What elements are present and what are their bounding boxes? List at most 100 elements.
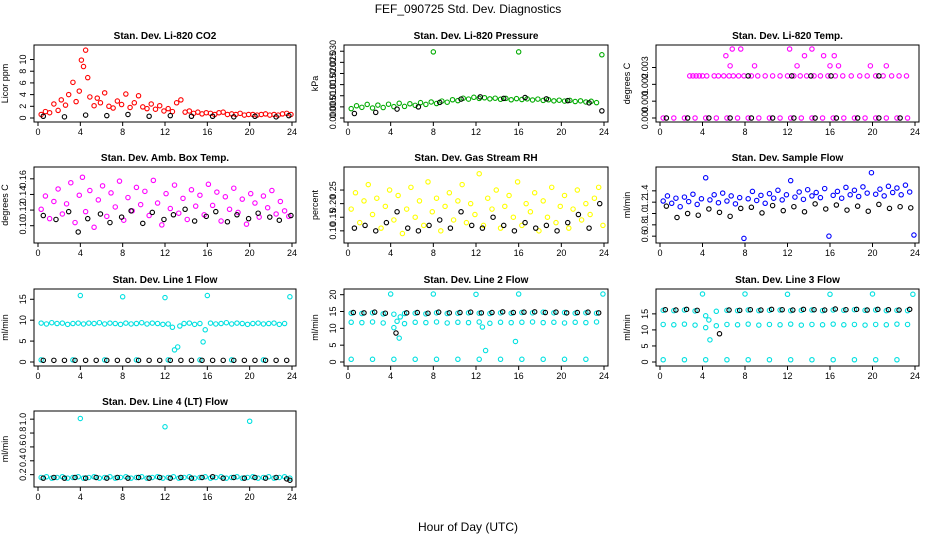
data-point — [862, 307, 868, 314]
data-point — [107, 320, 113, 326]
data-point — [904, 321, 911, 328]
x-tick-label: 4 — [78, 492, 83, 502]
data-point — [209, 357, 216, 364]
data-point — [812, 115, 818, 121]
data-point — [888, 73, 895, 79]
data-point — [161, 216, 167, 223]
data-point — [540, 356, 546, 363]
data-point — [197, 192, 203, 198]
x-tick-label: 8 — [431, 127, 436, 137]
x-tick-label: 8 — [742, 371, 747, 381]
data-point — [87, 187, 93, 194]
data-point — [728, 193, 734, 199]
data-point — [38, 357, 44, 363]
data-series-1 — [38, 292, 293, 363]
data-point — [702, 313, 709, 319]
data-point — [378, 225, 384, 231]
x-tick-label: 16 — [514, 371, 524, 381]
y-axis-label: ml/min — [0, 314, 10, 341]
data-point — [864, 73, 870, 79]
data-point — [821, 307, 828, 313]
data-point — [241, 475, 248, 481]
x-tick-label: 4 — [388, 248, 393, 258]
data-point — [553, 309, 559, 315]
data-point — [540, 319, 546, 326]
data-point — [167, 475, 174, 481]
data-point — [114, 98, 121, 104]
y-axis-label: ml/min — [622, 192, 632, 219]
data-point — [487, 320, 493, 327]
data-point — [572, 98, 578, 105]
data-point — [107, 219, 113, 226]
x-tick-label: 20 — [556, 371, 566, 381]
data-point — [75, 229, 81, 235]
chart-title: Stan. Dev. Li-820 Temp. — [732, 31, 843, 42]
data-point — [564, 219, 571, 226]
data-point — [864, 307, 870, 313]
data-point — [273, 211, 279, 217]
data-point — [171, 182, 178, 188]
x-tick-label: 8 — [120, 248, 125, 258]
data-point — [244, 321, 251, 328]
data-point — [889, 189, 896, 196]
data-series-2 — [663, 201, 914, 221]
data-point — [234, 320, 240, 326]
data-point — [150, 177, 157, 184]
data-point — [435, 309, 442, 315]
data-point — [513, 95, 520, 102]
data-point — [96, 319, 103, 326]
y-tick-label: 1.4 — [640, 185, 650, 198]
data-point — [286, 112, 292, 119]
data-point — [490, 214, 496, 220]
x-tick-label: 4 — [388, 127, 393, 137]
data-point — [896, 73, 902, 79]
data-point — [133, 357, 140, 363]
data-point — [54, 474, 60, 481]
data-point — [724, 357, 730, 363]
data-point — [192, 203, 199, 209]
data-point — [467, 200, 474, 207]
data-point — [510, 214, 517, 220]
data-point — [86, 474, 92, 481]
data-point — [181, 320, 187, 327]
data-point — [770, 195, 777, 201]
data-series-1 — [38, 415, 293, 481]
y-axis-label: ml/min — [0, 436, 10, 463]
data-point — [854, 203, 861, 209]
data-point — [72, 357, 78, 364]
data-point — [854, 115, 861, 121]
data-point — [42, 193, 49, 199]
data-point — [593, 99, 600, 106]
data-point — [118, 101, 125, 108]
data-point — [51, 357, 57, 364]
data-point — [851, 115, 858, 121]
chart-title: Stan. Dev. Line 3 Flow — [735, 275, 840, 286]
data-point — [49, 319, 55, 326]
data-point — [108, 190, 114, 196]
data-point — [737, 205, 744, 212]
data-point — [720, 73, 727, 79]
data-point — [110, 105, 116, 111]
data-point — [407, 101, 413, 107]
data-point — [768, 306, 775, 313]
x-tick-label: 24 — [599, 371, 609, 381]
data-point — [843, 184, 849, 191]
data-point — [191, 321, 198, 328]
data-point — [135, 357, 142, 364]
x-tick-label: 24 — [599, 127, 609, 137]
data-point — [385, 101, 392, 107]
data-point — [707, 197, 713, 203]
data-point — [457, 309, 463, 316]
data-point — [583, 356, 589, 363]
data-point — [741, 235, 747, 242]
data-point — [86, 320, 92, 326]
data-series-1 — [348, 170, 606, 237]
data-point — [780, 207, 786, 214]
data-point — [593, 310, 600, 316]
y-tick-label: 20 — [328, 290, 338, 300]
data-point — [359, 319, 365, 326]
data-point — [70, 320, 76, 327]
data-point — [149, 474, 156, 481]
data-point — [101, 357, 108, 363]
data-point — [209, 202, 216, 209]
